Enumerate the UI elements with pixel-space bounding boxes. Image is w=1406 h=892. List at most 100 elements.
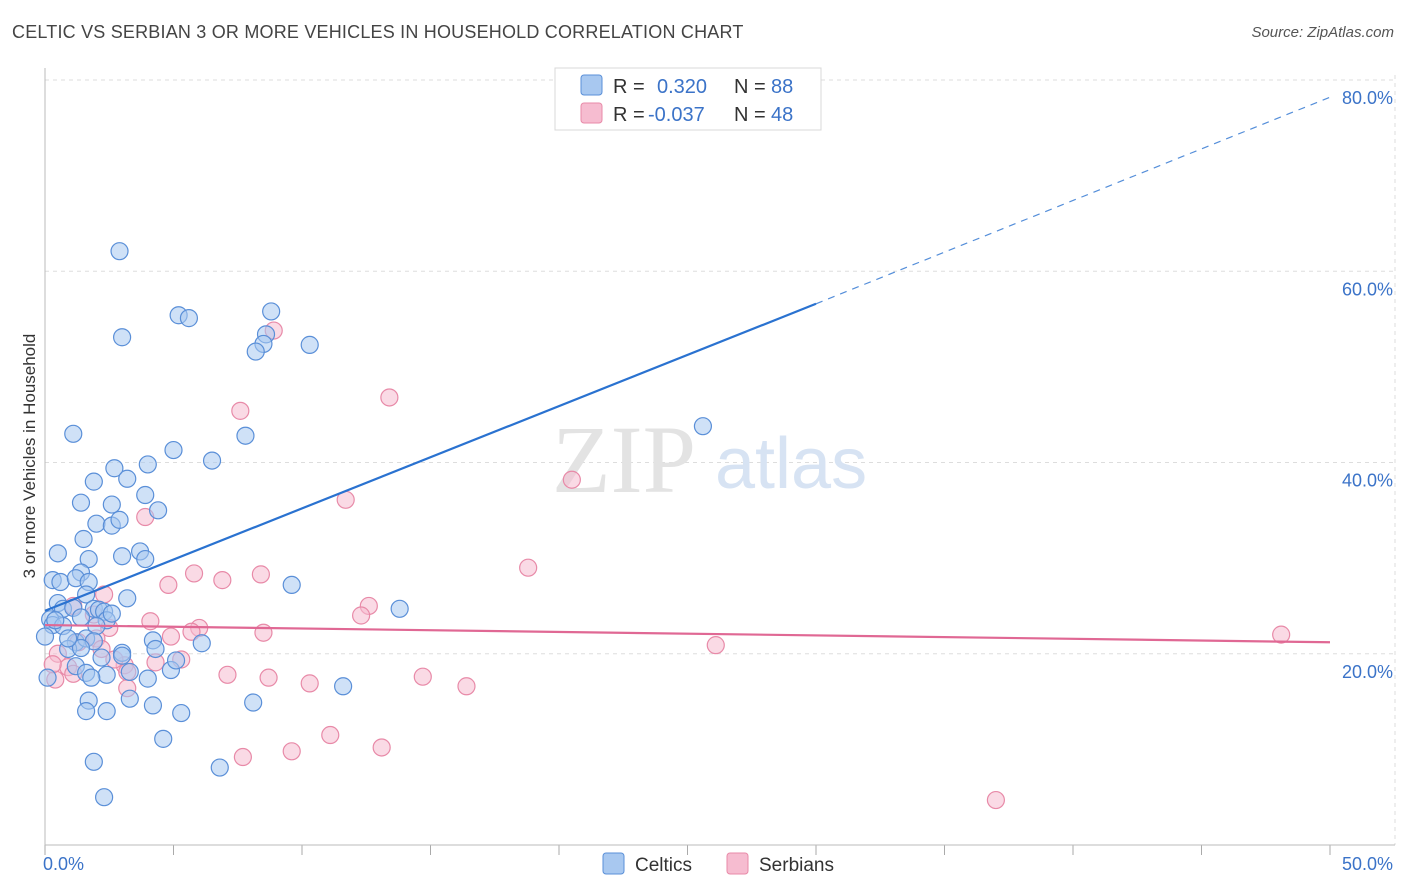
celtics-point-68 <box>82 668 101 687</box>
x-axis-ticks <box>44 845 1331 855</box>
serbians-point-7 <box>184 564 204 583</box>
celtics-point-18 <box>136 485 155 505</box>
celtics-point-15 <box>138 455 157 474</box>
celtics-point-13 <box>236 426 255 445</box>
celtics-point-9 <box>693 417 713 436</box>
serbians-trend-line <box>44 623 1331 644</box>
celtics-point-73 <box>244 693 263 712</box>
serbians-point-23 <box>1272 625 1291 644</box>
celtics-point-72 <box>143 696 163 715</box>
celtics-point-74 <box>77 702 96 721</box>
celtics-point-17 <box>118 469 137 488</box>
serbians-point-34 <box>218 665 237 684</box>
serbians-point-44 <box>233 747 252 767</box>
serbians-point-45 <box>986 790 1006 810</box>
celtics-point-59 <box>112 646 132 665</box>
legend-n-label-2: N = <box>734 104 766 126</box>
serbians-point-3 <box>562 470 581 489</box>
celtics-point-29 <box>48 544 67 563</box>
celtics-trend-line <box>44 302 817 612</box>
celtics-point-75 <box>97 702 116 721</box>
serbians-point-12 <box>352 606 371 625</box>
celtics-point-33 <box>51 572 70 592</box>
celtics-point-76 <box>172 703 191 723</box>
celtics-point-45 <box>390 599 409 618</box>
celtics-point-36 <box>282 575 301 595</box>
celtics-point-16 <box>84 472 103 491</box>
legend-r-label-2: R = <box>613 104 645 126</box>
celtics-point-44 <box>118 589 137 608</box>
celtics-point-71 <box>120 689 139 708</box>
watermark-zip: ZIP <box>552 406 696 513</box>
celtics-point-65 <box>138 669 157 688</box>
x-tick-label-min: 0.0% <box>43 854 84 874</box>
serbians-point-19 <box>161 627 181 646</box>
serbians-point-36 <box>300 674 319 693</box>
celtics-point-1 <box>112 328 132 347</box>
serbians-point-8 <box>159 575 178 595</box>
celtics-point-84 <box>92 648 111 667</box>
serbians-legend-swatch <box>580 102 603 124</box>
celtics-point-61 <box>38 668 57 687</box>
y-tick-label-80: 80.0% <box>1342 88 1393 108</box>
legend-n-label-1: N = <box>734 76 766 98</box>
celtics-point-87 <box>71 608 91 627</box>
celtics-point-30 <box>79 549 98 569</box>
legend-r-label-1: R = <box>613 76 645 98</box>
celtics-point-4 <box>262 302 281 321</box>
celtics-point-10 <box>64 424 83 443</box>
serbians-series-label: Serbians <box>759 855 834 876</box>
celtics-point-86 <box>192 634 211 653</box>
serbians-point-35 <box>259 668 278 687</box>
chart-title: CELTIC VS SERBIAN 3 OR MORE VEHICLES IN … <box>12 22 744 42</box>
x-tick-label-max: 50.0% <box>1342 854 1393 874</box>
celtics-point-25 <box>74 529 93 549</box>
celtics-series-swatch <box>602 852 625 875</box>
celtics-point-7 <box>246 342 265 361</box>
y-axis-label: 3 or more Vehicles in Household <box>20 334 39 579</box>
celtics-point-78 <box>84 752 103 771</box>
celtics-point-64 <box>97 665 116 684</box>
trend-lines <box>44 96 1331 644</box>
celtics-point-51 <box>35 627 55 646</box>
celtics-point-27 <box>112 547 132 566</box>
celtics-point-77 <box>154 729 173 748</box>
legend-r-value-1: 0.320 <box>657 76 707 98</box>
serbians-point-42 <box>372 738 391 757</box>
legend-n-value-2: 48 <box>771 104 793 126</box>
serbians-point-41 <box>321 725 340 745</box>
celtics-point-11 <box>164 440 183 460</box>
celtics-point-22 <box>87 514 106 533</box>
celtics-point-83 <box>59 629 78 648</box>
serbians-point-1 <box>380 388 399 407</box>
serbians-point-43 <box>282 742 301 761</box>
y-tick-label-20: 20.0% <box>1342 662 1393 682</box>
celtics-point-21 <box>148 501 168 520</box>
chart-source: Source: ZipAtlas.com <box>1251 24 1394 41</box>
celtics-point-85 <box>120 662 139 682</box>
celtics-point-57 <box>71 638 91 658</box>
celtics-point-3 <box>179 309 199 328</box>
celtics-point-69 <box>334 677 353 696</box>
legend-n-value-1: 88 <box>771 76 793 98</box>
y-tick-label-40: 40.0% <box>1342 471 1393 491</box>
celtics-point-19 <box>71 493 91 512</box>
series-legend: Celtics Serbians <box>602 852 834 876</box>
serbians-series-swatch <box>726 852 749 875</box>
celtics-trend-extension <box>815 96 1331 305</box>
celtics-point-28 <box>136 549 155 569</box>
y-tick-label-60: 60.0% <box>1342 279 1393 299</box>
x-axis-tick-labels: 0.0% 50.0% <box>43 854 1393 874</box>
y-axis-tick-labels: 20.0% 40.0% 60.0% 80.0% <box>1342 88 1393 682</box>
celtics-point-79 <box>210 758 229 777</box>
celtics-point-24 <box>110 510 129 529</box>
celtics-legend-swatch <box>580 74 603 96</box>
serbians-point-10 <box>251 565 270 584</box>
celtics-point-80 <box>95 788 114 807</box>
celtics-point-60 <box>146 639 165 659</box>
serbians-series <box>43 321 1291 810</box>
serbians-point-6 <box>519 558 538 577</box>
serbians-point-24 <box>706 636 725 655</box>
celtics-series-label: Celtics <box>635 855 692 876</box>
